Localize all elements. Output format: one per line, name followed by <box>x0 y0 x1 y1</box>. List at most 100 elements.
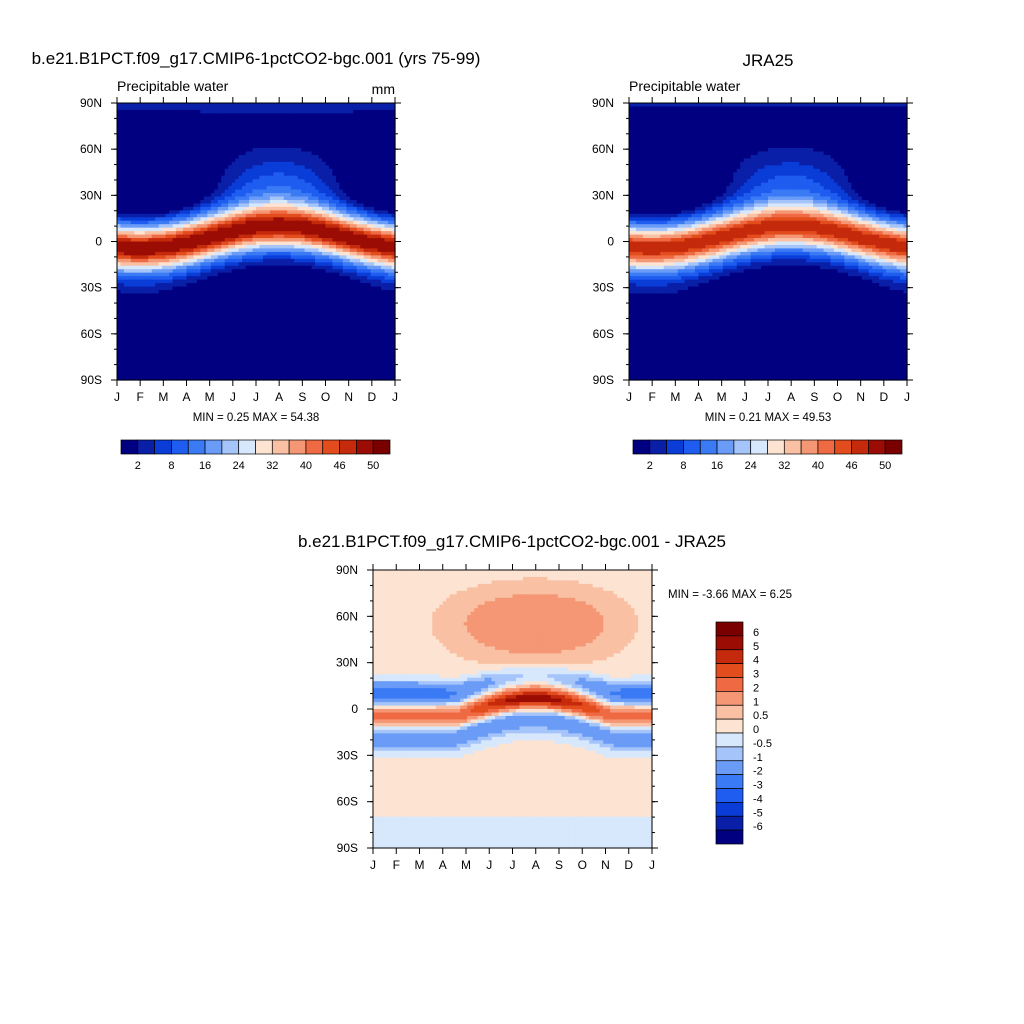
field-cell <box>123 314 129 319</box>
field-cell <box>283 210 288 215</box>
field-cell <box>294 373 299 378</box>
field-cell <box>318 244 323 250</box>
field-cell <box>207 123 212 128</box>
field-cell <box>308 341 313 346</box>
field-cell <box>315 269 320 274</box>
field-cell <box>301 106 306 111</box>
field-cell <box>228 172 233 177</box>
field-cell <box>200 168 205 173</box>
field-cell <box>151 165 156 170</box>
field-cell <box>242 303 247 308</box>
field-cell <box>315 103 320 108</box>
field-cell <box>196 307 202 312</box>
field-cell <box>221 137 226 142</box>
field-cell <box>322 355 327 360</box>
field-cell <box>203 165 208 170</box>
field-cell <box>259 289 264 295</box>
field-cell <box>144 203 149 208</box>
field-cell <box>290 341 295 346</box>
field-cell <box>148 175 153 180</box>
field-cell <box>144 328 149 333</box>
field-cell <box>162 106 167 111</box>
field-cell <box>224 303 229 308</box>
field-cell <box>242 148 247 153</box>
field-cell <box>127 168 132 173</box>
field-cell <box>189 217 195 222</box>
field-cell <box>200 262 205 267</box>
field-cell <box>169 255 174 260</box>
field-cell <box>162 293 167 298</box>
field-cell <box>304 217 309 222</box>
field-cell <box>304 141 309 146</box>
field-cell <box>134 217 139 222</box>
field-cell <box>123 362 129 367</box>
field-cell <box>256 151 261 156</box>
field-cell <box>123 123 129 128</box>
field-cell <box>262 165 268 170</box>
field-cell <box>117 186 122 191</box>
field-cell <box>130 189 135 194</box>
field-cell <box>322 321 327 326</box>
field-cell <box>144 220 149 225</box>
field-cell <box>189 289 195 295</box>
field-cell <box>144 244 149 250</box>
field-cell <box>269 265 274 270</box>
field-cell <box>127 286 132 291</box>
field-cell <box>228 334 233 340</box>
field-cell <box>162 276 167 281</box>
field-cell <box>148 296 153 301</box>
field-cell <box>245 231 250 236</box>
field-cell <box>325 355 330 360</box>
field-cell <box>269 165 274 170</box>
field-cell <box>266 303 271 308</box>
field-cell <box>249 355 254 360</box>
field-cell <box>266 161 271 166</box>
field-cell <box>196 331 202 336</box>
field-cell <box>242 241 247 246</box>
field-cell <box>221 296 226 301</box>
field-cell <box>245 283 250 288</box>
field-cell <box>176 151 181 156</box>
field-cell <box>276 231 281 236</box>
field-cell <box>238 293 243 298</box>
field-cell <box>311 217 316 222</box>
field-cell <box>276 134 281 139</box>
field-cell <box>224 193 229 198</box>
field-cell <box>238 224 243 229</box>
field-cell <box>207 165 212 170</box>
field-cell <box>158 109 163 114</box>
field-cell <box>214 296 219 301</box>
field-cell <box>120 224 125 229</box>
field-cell <box>280 231 285 236</box>
field-cell <box>120 123 125 128</box>
field-cell <box>186 286 191 291</box>
field-cell <box>186 331 191 336</box>
field-cell <box>207 137 212 142</box>
field-cell <box>304 369 309 374</box>
field-cell <box>217 224 222 229</box>
field-cell <box>189 130 195 135</box>
field-cell <box>130 345 135 350</box>
field-cell <box>179 355 184 360</box>
field-cell <box>137 283 142 288</box>
field-cell <box>266 165 271 170</box>
field-cell <box>165 116 170 121</box>
field-cell <box>217 279 222 284</box>
field-cell <box>325 165 330 170</box>
field-cell <box>294 376 299 381</box>
field-cell <box>189 310 195 315</box>
field-cell <box>301 217 306 222</box>
field-cell <box>193 341 198 346</box>
field-cell <box>200 324 205 329</box>
field-cell <box>120 134 125 139</box>
field-cell <box>176 251 181 256</box>
field-cell <box>144 213 149 218</box>
field-cell <box>155 199 160 205</box>
field-cell <box>322 328 327 333</box>
field-cell <box>196 154 202 159</box>
field-cell <box>217 196 222 201</box>
field-cell <box>283 303 288 308</box>
field-cell <box>238 172 243 177</box>
field-cell <box>158 186 163 191</box>
field-cell <box>221 217 226 222</box>
